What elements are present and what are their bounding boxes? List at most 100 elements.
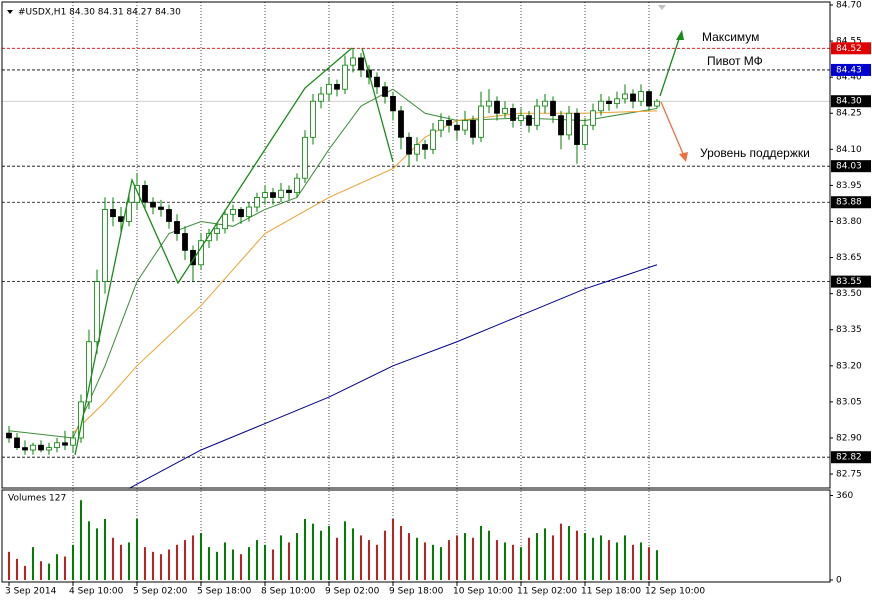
volume-bar <box>88 521 90 580</box>
level-label: 82.82 <box>836 453 862 463</box>
candle-body <box>54 442 60 448</box>
candle-body <box>14 437 20 448</box>
volume-bar <box>296 533 298 580</box>
candle-body <box>254 197 260 208</box>
candle-body <box>126 201 132 222</box>
arrow-head <box>679 152 688 162</box>
candle-body <box>414 144 420 155</box>
candle-body <box>470 120 476 138</box>
volume-bar <box>40 561 42 580</box>
volume-bar <box>200 533 202 580</box>
plot <box>6 48 660 580</box>
candle-body <box>326 83 332 95</box>
volume-bar <box>592 537 594 580</box>
y-tick-label: 83.80 <box>836 217 862 227</box>
candle-body <box>646 91 652 107</box>
volume-title: Volumes 127 <box>8 494 66 504</box>
level-label-bg <box>831 196 871 209</box>
candle-body <box>270 192 276 198</box>
candle-body <box>342 64 348 90</box>
level-label-bg <box>831 160 871 173</box>
candle-body <box>102 209 108 283</box>
volume-bar <box>472 537 474 580</box>
x-tick-label: 5 Sep 02:00 <box>133 587 188 597</box>
volume-bar <box>552 535 554 580</box>
candle-body <box>390 96 396 112</box>
volume-bar <box>360 535 362 580</box>
level-label-bg <box>831 275 871 288</box>
candle-body <box>190 249 196 266</box>
x-tick-label: 4 Sep 10:00 <box>69 587 124 597</box>
volume-bar <box>352 528 354 580</box>
volume-bar <box>288 542 290 580</box>
candle-body <box>310 100 316 138</box>
candle-body <box>134 185 140 203</box>
annotation: Максимум <box>702 30 759 44</box>
volume-bar <box>576 530 578 580</box>
menu-arrow[interactable] <box>7 10 13 14</box>
moving-average <box>128 264 658 489</box>
candle-body <box>590 110 596 126</box>
candle-body <box>494 100 500 114</box>
volume-bar <box>344 521 346 580</box>
candle-body <box>382 86 388 97</box>
x-tick-label: 8 Sep 10:00 <box>261 587 316 597</box>
level-label: 84.52 <box>836 44 862 54</box>
volume-bar <box>520 547 522 580</box>
x-tick-label: 11 Sep 02:00 <box>517 587 577 597</box>
candle-body <box>182 233 188 251</box>
volume-bar <box>160 554 162 580</box>
y-tick-label: 84.70 <box>836 1 862 11</box>
volume-bar <box>144 547 146 580</box>
volume-bar <box>544 528 546 580</box>
x-tick-label: 11 Sep 18:00 <box>581 587 641 597</box>
volume-bar <box>416 537 418 580</box>
volume-bar <box>272 549 274 580</box>
candle-body <box>6 432 12 439</box>
candle-body <box>614 98 620 105</box>
volume-bar <box>640 542 642 580</box>
candle-body <box>206 233 212 242</box>
volume-bar <box>512 544 514 580</box>
volume-bar <box>136 518 138 580</box>
volume-bar <box>464 533 466 580</box>
candle-body <box>334 83 340 90</box>
candle-body <box>238 209 244 218</box>
candle-body <box>70 437 76 446</box>
candle-body <box>598 100 604 112</box>
x-tick-label: 9 Sep 18:00 <box>389 587 444 597</box>
volume-bar <box>80 500 82 580</box>
volume-bar <box>456 535 458 580</box>
price-panel <box>1 1 831 489</box>
volume-bar <box>400 526 402 580</box>
volume-bar <box>392 518 394 580</box>
level-label-bg <box>831 95 871 108</box>
candle-body <box>446 120 452 126</box>
candle-body <box>478 105 484 138</box>
volume-bar <box>480 526 482 580</box>
volume-bar <box>112 537 114 580</box>
volume-bar <box>56 554 58 580</box>
volume-bar <box>248 547 250 580</box>
candle-body <box>222 213 228 230</box>
candle-body <box>110 209 116 218</box>
volume-bar <box>384 530 386 580</box>
candle-body <box>318 93 324 102</box>
candle-body <box>230 209 236 215</box>
volume-bar <box>120 544 122 580</box>
candle-body <box>550 100 556 117</box>
annotation: Пивот МФ <box>707 54 763 68</box>
candle-body <box>534 105 540 126</box>
candle-body <box>62 442 68 446</box>
candle-body <box>606 100 612 105</box>
y-tick-label: 84.55 <box>836 37 862 47</box>
candle-body <box>22 447 28 451</box>
y-tick-label: 84.40 <box>836 73 862 83</box>
y-tick-label: 82.90 <box>836 433 862 443</box>
y-tick-label: 84.10 <box>836 145 862 155</box>
candle-body <box>582 124 588 145</box>
candle-body <box>302 136 308 179</box>
candle-body <box>502 108 508 114</box>
wave-line <box>361 47 394 163</box>
